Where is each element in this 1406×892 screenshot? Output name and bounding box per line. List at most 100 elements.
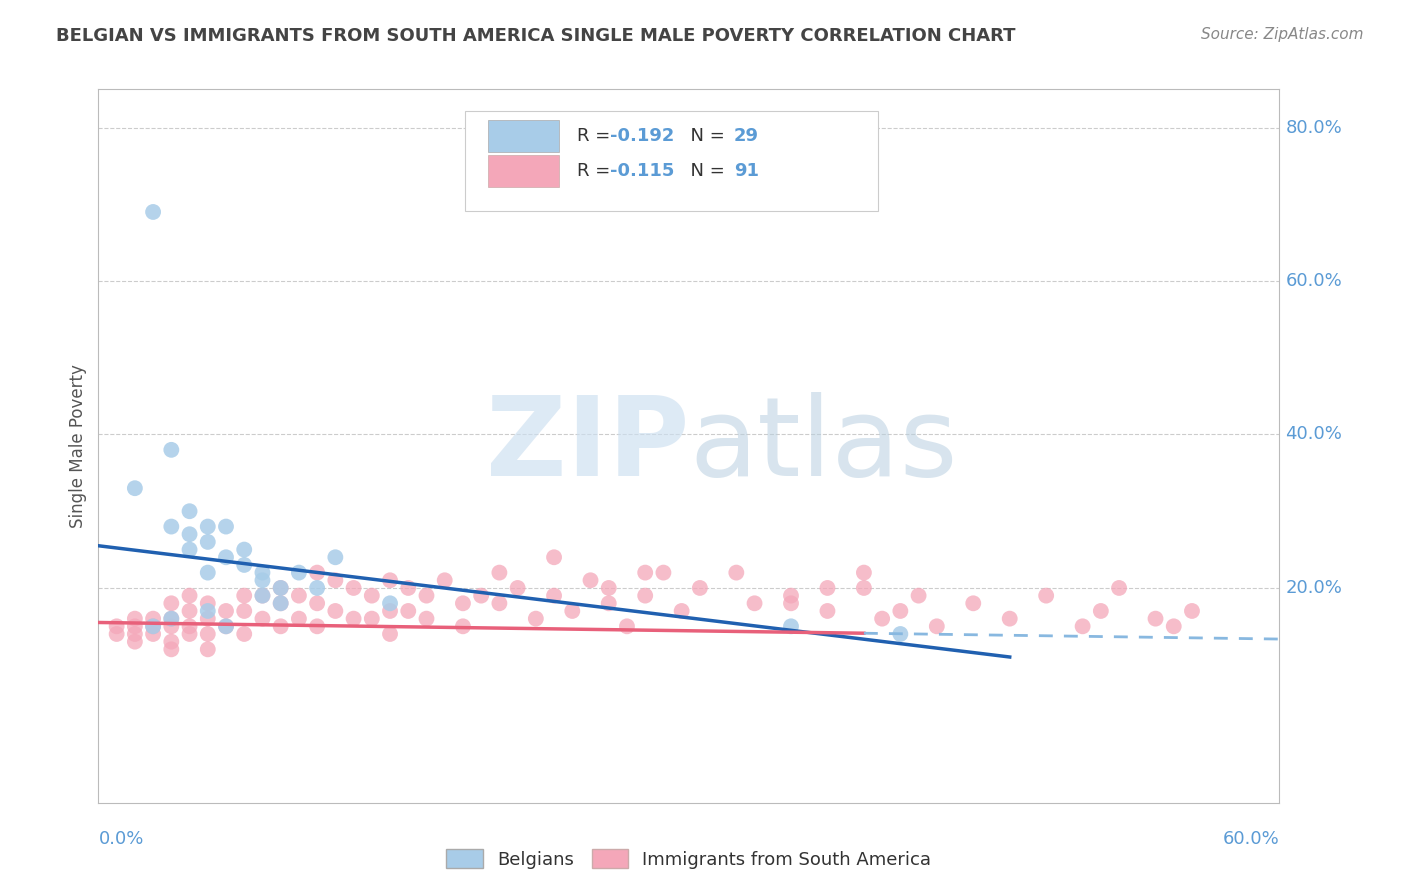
Text: 60.0%: 60.0% (1285, 272, 1343, 290)
Text: 20.0%: 20.0% (1285, 579, 1343, 597)
Point (652, 566, 675, 580)
Point (852, 566, 875, 580)
Point (415, 589, 437, 603)
Point (870, 612, 893, 626)
Point (1181, 604, 1204, 618)
Point (817, 581, 839, 595)
Point (179, 589, 201, 603)
Point (215, 550, 238, 565)
Point (124, 612, 146, 626)
Point (252, 612, 274, 626)
Point (179, 619, 201, 633)
Text: 80.0%: 80.0% (1285, 119, 1343, 136)
Point (433, 574, 456, 588)
Point (142, 619, 165, 633)
Point (270, 581, 292, 595)
Point (233, 542, 256, 557)
Point (288, 566, 311, 580)
Point (270, 596, 292, 610)
Point (160, 596, 183, 610)
FancyBboxPatch shape (464, 111, 877, 211)
Point (780, 596, 803, 610)
Point (671, 604, 693, 618)
Point (1035, 589, 1057, 603)
Point (616, 619, 638, 633)
Point (160, 612, 183, 626)
Text: 29: 29 (734, 127, 759, 145)
Point (160, 619, 183, 633)
Point (1144, 612, 1167, 626)
Point (233, 604, 256, 618)
Point (325, 574, 347, 588)
Point (506, 581, 529, 595)
Point (780, 589, 803, 603)
Text: Source: ZipAtlas.com: Source: ZipAtlas.com (1201, 27, 1364, 42)
Point (215, 519, 238, 533)
Point (634, 589, 657, 603)
Point (325, 604, 347, 618)
Text: -0.192: -0.192 (610, 127, 675, 145)
Point (270, 596, 292, 610)
Bar (488, 155, 560, 187)
Point (197, 627, 219, 641)
Point (288, 589, 311, 603)
Text: 40.0%: 40.0% (1285, 425, 1343, 443)
Point (252, 566, 274, 580)
Point (307, 596, 329, 610)
Point (378, 596, 401, 610)
Point (233, 589, 256, 603)
Text: atlas: atlas (689, 392, 957, 500)
Legend: Belgians, Immigrants from South America: Belgians, Immigrants from South America (439, 842, 939, 876)
Text: 91: 91 (734, 162, 759, 180)
Point (925, 619, 948, 633)
Point (142, 627, 165, 641)
Point (179, 604, 201, 618)
Point (889, 627, 911, 641)
Point (598, 581, 620, 595)
Point (142, 619, 165, 633)
Point (124, 481, 146, 495)
Point (179, 527, 201, 541)
Point (288, 612, 311, 626)
Point (307, 581, 329, 595)
Point (1071, 619, 1094, 633)
Point (233, 627, 256, 641)
Text: -0.115: -0.115 (610, 162, 675, 180)
Point (197, 604, 219, 618)
Point (1090, 604, 1112, 618)
Point (105, 627, 128, 641)
Point (179, 627, 201, 641)
Point (307, 619, 329, 633)
Point (889, 604, 911, 618)
Point (179, 542, 201, 557)
Point (197, 612, 219, 626)
Point (197, 535, 219, 549)
Point (124, 619, 146, 633)
Point (105, 619, 128, 633)
Point (579, 574, 602, 588)
Point (197, 642, 219, 657)
Text: R =: R = (576, 162, 616, 180)
Text: BELGIAN VS IMMIGRANTS FROM SOUTH AMERICA SINGLE MALE POVERTY CORRELATION CHART: BELGIAN VS IMMIGRANTS FROM SOUTH AMERICA… (56, 27, 1015, 45)
Point (378, 604, 401, 618)
Text: N =: N = (679, 162, 731, 180)
Text: 0.0%: 0.0% (98, 830, 143, 847)
Text: R =: R = (576, 127, 616, 145)
Point (378, 627, 401, 641)
Point (852, 581, 875, 595)
Point (215, 619, 238, 633)
Point (160, 612, 183, 626)
Point (488, 566, 510, 580)
Point (907, 589, 929, 603)
Text: ZIP: ZIP (485, 392, 689, 500)
Text: N =: N = (679, 127, 731, 145)
Point (215, 619, 238, 633)
Point (160, 634, 183, 648)
Point (598, 596, 620, 610)
Point (307, 566, 329, 580)
Point (252, 574, 274, 588)
Point (197, 519, 219, 533)
Point (378, 574, 401, 588)
Point (179, 504, 201, 518)
Point (451, 596, 474, 610)
